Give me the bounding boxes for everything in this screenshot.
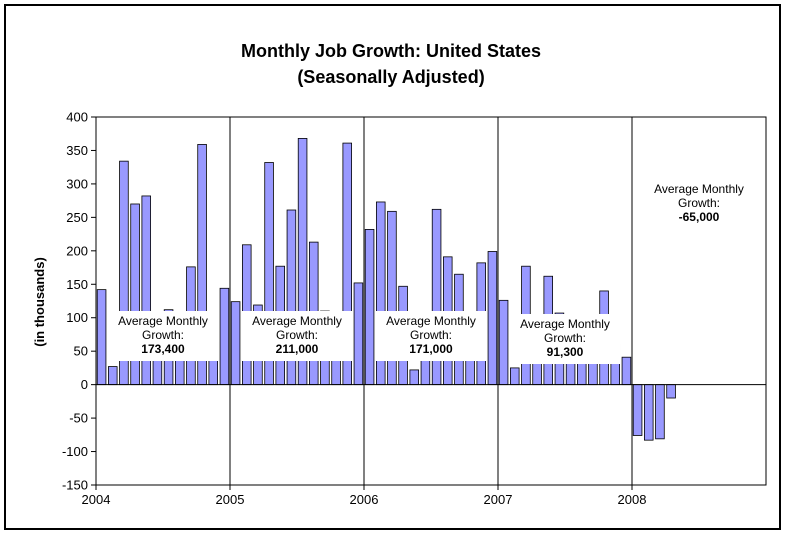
annotation-box [644, 179, 754, 229]
annotation-label2: Growth: [410, 328, 452, 342]
y-tick-label: -100 [62, 444, 88, 459]
y-tick-label: 50 [74, 344, 88, 359]
y-tick-label: -150 [62, 478, 88, 493]
annotation-label2: Growth: [276, 328, 318, 342]
annotation-box [376, 311, 486, 361]
annotation-label2: Growth: [544, 331, 586, 345]
bar [230, 301, 241, 386]
y-tick-label: 400 [66, 110, 88, 125]
annotation-label: Average Monthly [520, 317, 610, 331]
bar [621, 356, 632, 386]
annotation-value: 171,000 [409, 342, 453, 356]
y-tick-label: 100 [66, 310, 88, 325]
y-axis-label: (in thousands) [32, 257, 47, 347]
y-tick-label: 150 [66, 277, 88, 292]
annotation-value: 91,300 [547, 345, 584, 359]
bar [498, 299, 509, 386]
bar [364, 229, 375, 386]
bar [643, 384, 654, 441]
bar [96, 289, 107, 386]
x-tick-label: 2004 [82, 492, 111, 507]
x-tick-label: 2007 [484, 492, 513, 507]
y-tick-label: 350 [66, 143, 88, 158]
annotation-label: Average Monthly [252, 314, 342, 328]
bar [655, 384, 665, 440]
bar [219, 287, 230, 386]
bar [487, 251, 498, 386]
annotation-box [108, 311, 218, 361]
job-growth-chart: Monthly Job Growth: United States (Seaso… [32, 41, 767, 507]
plot-border [95, 116, 767, 486]
annotation-label: Average Monthly [118, 314, 208, 328]
chart-subtitle: (Seasonally Adjusted) [297, 67, 484, 87]
y-tick-label: 300 [66, 176, 88, 191]
bar [509, 367, 520, 386]
chart-frame: Monthly Job Growth: United States (Seaso… [4, 4, 781, 530]
bar [632, 384, 643, 436]
y-tick-label: -50 [69, 411, 88, 426]
annotation-value: -65,000 [679, 210, 720, 224]
annotation-value: 211,000 [276, 342, 319, 356]
y-tick-label: 200 [66, 243, 88, 258]
annotation-label: Average Monthly [386, 314, 476, 328]
y-tick-label: 250 [66, 210, 88, 225]
annotation-label: Average Monthly [654, 182, 744, 196]
bar [409, 369, 420, 386]
annotation-label2: Growth: [142, 328, 184, 342]
x-tick-label: 2005 [216, 492, 245, 507]
chart-title: Monthly Job Growth: United States [241, 41, 541, 61]
annotation-box [242, 311, 352, 361]
x-tick-label: 2008 [618, 492, 647, 507]
bar [107, 366, 118, 386]
y-tick-label: 0 [81, 377, 88, 392]
annotation-box [510, 314, 620, 364]
bar [353, 282, 364, 386]
annotation-label2: Growth: [678, 196, 720, 210]
annotation-value: 173,400 [141, 342, 185, 356]
bar [666, 384, 676, 399]
x-tick-label: 2006 [350, 492, 379, 507]
